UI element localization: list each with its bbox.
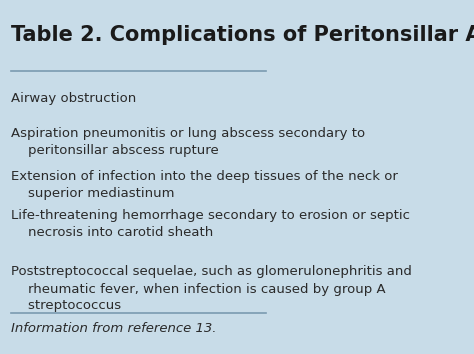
- Text: Poststreptococcal sequelae, such as glomerulonephritis and
    rheumatic fever, : Poststreptococcal sequelae, such as glom…: [11, 266, 412, 313]
- Text: Extension of infection into the deep tissues of the neck or
    superior mediast: Extension of infection into the deep tis…: [11, 170, 398, 200]
- Text: Life-threatening hemorrhage secondary to erosion or septic
    necrosis into car: Life-threatening hemorrhage secondary to…: [11, 209, 410, 239]
- Text: Airway obstruction: Airway obstruction: [11, 92, 137, 105]
- Text: Aspiration pneumonitis or lung abscess secondary to
    peritonsillar abscess ru: Aspiration pneumonitis or lung abscess s…: [11, 127, 365, 158]
- Text: Information from reference 13.: Information from reference 13.: [11, 322, 217, 335]
- Text: Table 2. Complications of Peritonsillar Abscess: Table 2. Complications of Peritonsillar …: [11, 25, 474, 45]
